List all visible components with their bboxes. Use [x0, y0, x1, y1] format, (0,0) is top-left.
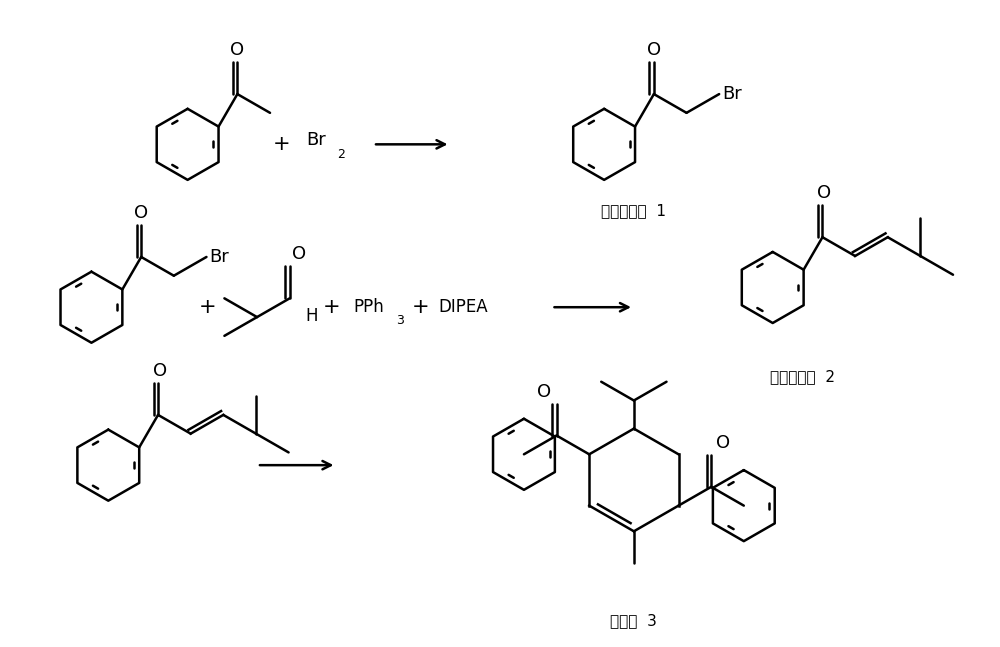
- Text: +: +: [412, 297, 429, 317]
- Text: +: +: [199, 297, 216, 317]
- Text: 前体化合物  2: 前体化合物 2: [770, 369, 835, 384]
- Text: 2: 2: [337, 148, 345, 160]
- Text: 前体化合物  1: 前体化合物 1: [601, 203, 666, 218]
- Text: +: +: [273, 135, 291, 155]
- Text: Br: Br: [209, 248, 229, 266]
- Text: +: +: [323, 297, 340, 317]
- Text: O: O: [647, 41, 661, 60]
- Text: Br: Br: [722, 85, 742, 103]
- Text: 3: 3: [396, 314, 404, 327]
- Text: 化合物  3: 化合物 3: [610, 613, 657, 629]
- Text: O: O: [716, 434, 730, 452]
- Text: O: O: [153, 362, 167, 380]
- Text: O: O: [134, 204, 148, 222]
- Text: Br: Br: [307, 131, 326, 149]
- Text: PPh: PPh: [353, 298, 384, 316]
- Text: H: H: [305, 307, 318, 325]
- Text: O: O: [817, 184, 832, 203]
- Text: O: O: [292, 245, 306, 263]
- Text: O: O: [230, 41, 244, 60]
- Text: O: O: [537, 382, 552, 400]
- Text: DIPEA: DIPEA: [439, 298, 488, 316]
